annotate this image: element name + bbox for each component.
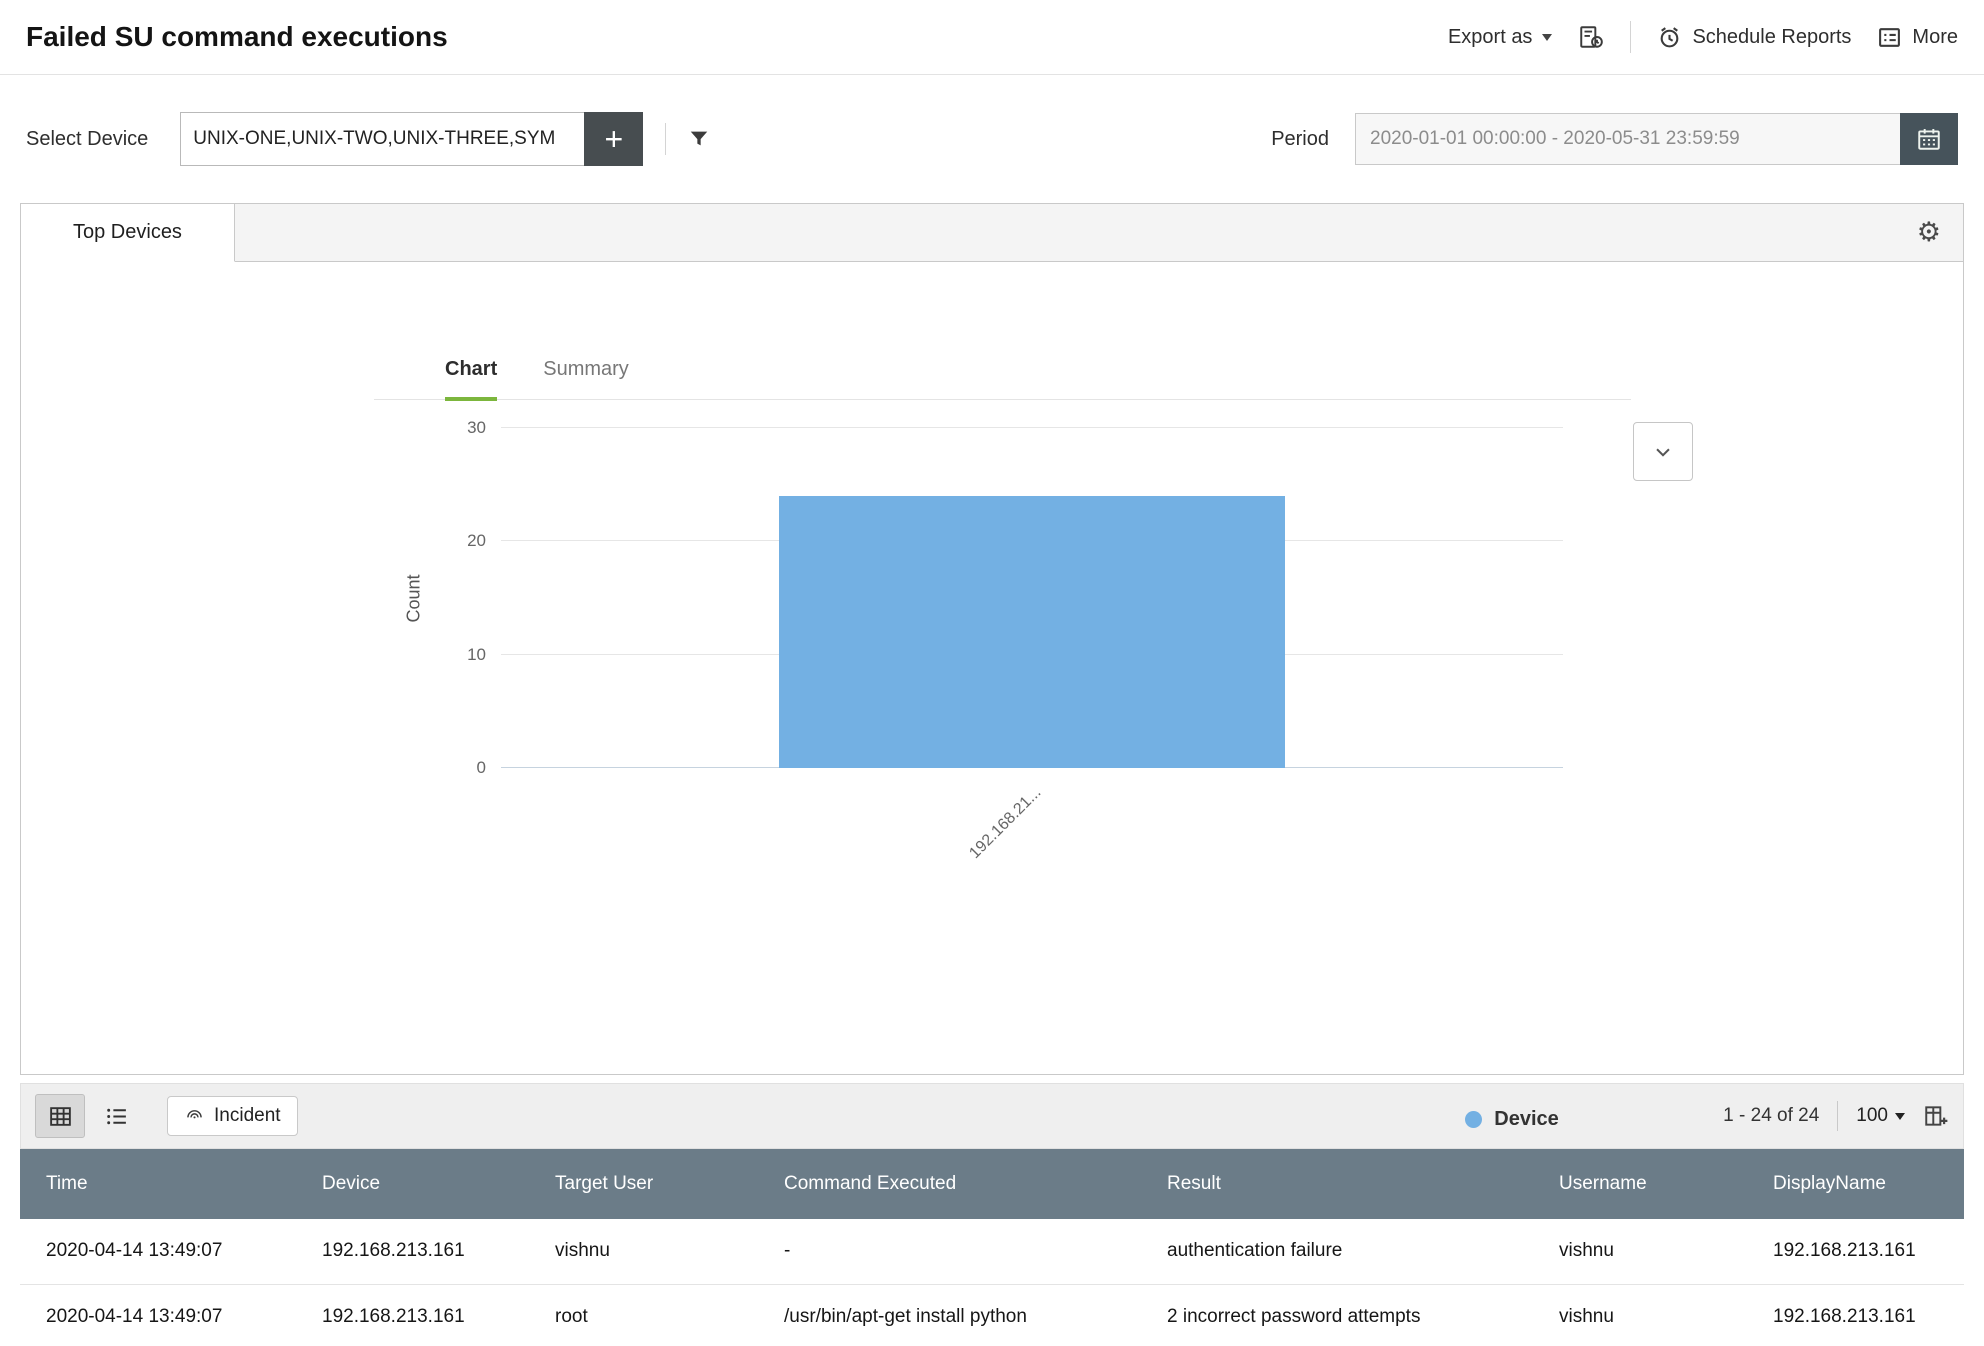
export-as-menu[interactable]: Export as [1447,25,1553,49]
page-size-dropdown[interactable]: 100 [1856,1105,1905,1127]
top-devices-panel: Top Devices ⚙ Chart Summary Count [20,203,1964,1130]
export-as-label: Export as [1447,25,1533,48]
device-input[interactable] [180,112,585,166]
x-tick-label: 192.168.21... [965,784,1045,863]
cell-device: 192.168.213.161 [296,1284,529,1346]
column-header-target-user[interactable]: Target User [529,1149,758,1219]
column-header-time[interactable]: Time [20,1149,296,1219]
legend-dot-icon [1465,1111,1483,1128]
incident-button[interactable]: Incident [167,1096,298,1136]
chart-region: Chart Summary Count 192.168.21... 0 10 20 3… [21,262,1963,1130]
page-title: Failed SU command executions [26,21,448,52]
chart-legend: Device [981,1108,1984,1131]
cell-command-executed: /usr/bin/apt-get install python [758,1284,1141,1346]
cell-displayname: 192.168.213.161 [1747,1219,1964,1285]
y-tick-label: 30 [467,418,486,437]
calendar-button[interactable] [1900,113,1958,165]
y-axis-title: Count [403,573,424,623]
table-header-row: Time Device Target User Command Executed… [20,1149,1964,1219]
table-row[interactable]: 2020-04-14 13:49:07 192.168.213.161 root… [20,1284,1964,1346]
header-divider [1630,21,1632,53]
cell-result: authentication failure [1141,1219,1533,1285]
cell-target-user: vishnu [529,1219,758,1285]
report-schedule-icon[interactable] [1578,24,1604,50]
plot-area: 192.168.21... 0 10 20 30 [467,418,1563,862]
period-input[interactable] [1355,113,1958,165]
cell-time: 2020-04-14 13:49:07 [20,1219,296,1285]
chart-view-tabs: Chart Summary [374,358,1631,401]
column-header-displayname[interactable]: DisplayName [1747,1149,1964,1219]
cell-device: 192.168.213.161 [296,1219,529,1285]
column-header-device[interactable]: Device [296,1149,529,1219]
tab-top-devices-label: Top Devices [73,221,182,243]
column-header-username[interactable]: Username [1533,1149,1747,1219]
column-header-result[interactable]: Result [1141,1149,1533,1219]
add-column-icon[interactable] [1923,1103,1949,1129]
y-axis-title-wrap: Count [403,428,425,768]
column-header-command-executed[interactable]: Command Executed [758,1149,1141,1219]
tab-top-devices[interactable]: Top Devices [21,204,235,262]
panel-tabbar: Top Devices ⚙ [21,204,1963,262]
bar-device[interactable] [779,496,1285,768]
more-label: More [1912,25,1958,48]
alarm-clock-icon [1657,25,1682,50]
cell-target-user: root [529,1284,758,1346]
more-menu[interactable]: More [1877,25,1958,50]
filter-icon[interactable] [688,128,710,150]
bar-chart: Count 192.168.21... 0 10 20 30 Device [404,418,1563,1130]
period-label: Period [1271,127,1329,150]
table-toolbar: Incident 1 - 24 of 24 100 [20,1083,1964,1149]
cell-time: 2020-04-14 13:49:07 [20,1284,296,1346]
toolbar-divider [1837,1101,1839,1131]
incident-icon [184,1106,205,1127]
legend-label[interactable]: Device [1494,1108,1559,1130]
pagination-text: 1 - 24 of 24 [1723,1105,1820,1126]
schedule-reports-label: Schedule Reports [1692,25,1852,48]
chevron-down-icon [1895,1113,1905,1125]
y-tick-label: 20 [467,531,486,551]
filter-divider [665,123,667,155]
incident-label: Incident [214,1105,281,1126]
cell-result: 2 incorrect password attempts [1141,1284,1533,1346]
cell-displayname: 192.168.213.161 [1747,1284,1964,1346]
y-tick-label: 0 [476,758,486,777]
results-table: Time Device Target User Command Executed… [20,1149,1964,1346]
cell-command-executed: - [758,1219,1141,1285]
select-device-label: Select Device [26,127,149,150]
chevron-down-icon [1542,34,1553,46]
filter-bar: Select Device + Period [0,75,1984,203]
results-section: Incident 1 - 24 of 24 100 [20,1083,1964,1346]
list-view-button[interactable] [91,1094,141,1138]
schedule-reports-button[interactable]: Schedule Reports [1657,25,1851,50]
y-tick-label: 10 [467,644,486,664]
cell-username: vishnu [1533,1284,1747,1346]
table-row[interactable]: 2020-04-14 13:49:07 192.168.213.161 vish… [20,1219,1964,1285]
more-icon [1877,25,1902,50]
page-size-value: 100 [1856,1105,1888,1126]
collapse-panel-button[interactable] [1633,422,1693,481]
grid-view-button[interactable] [35,1094,85,1138]
tab-summary[interactable]: Summary [543,358,629,380]
gear-icon[interactable]: ⚙ [1916,217,1941,247]
tab-chart[interactable]: Chart [445,358,498,401]
cell-username: vishnu [1533,1219,1747,1285]
add-device-button[interactable]: + [584,112,644,166]
header: Failed SU command executions Export as [0,0,1984,75]
gridline [501,427,1563,428]
